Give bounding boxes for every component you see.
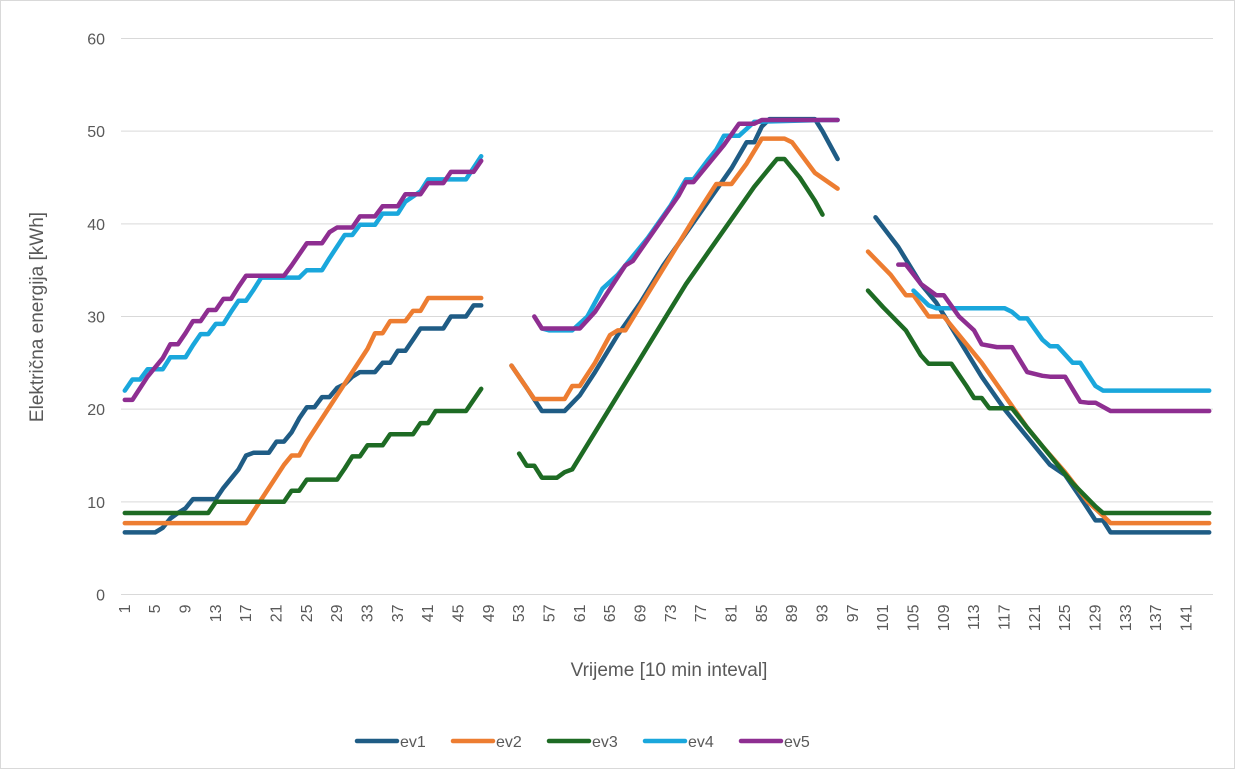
x-tick-label: 125	[1057, 604, 1074, 631]
x-tick-label: 1	[117, 604, 134, 613]
legend-label: ev4	[688, 734, 714, 751]
x-tick-label: 93	[814, 604, 831, 622]
y-tick-label: 30	[87, 310, 105, 327]
x-tick-label: 41	[420, 604, 437, 622]
x-axis-title: Vrijeme [10 min inteval]	[571, 660, 768, 681]
y-axis-ticks: 0 10 20 30 40 50 60	[87, 32, 105, 605]
x-tick-label: 133	[1118, 604, 1135, 631]
x-tick-label: 57	[541, 604, 558, 622]
series-line-ev5	[896, 262, 1212, 414]
x-tick-label: 73	[663, 604, 680, 622]
y-tick-label: 60	[87, 32, 105, 49]
series-ev1	[122, 116, 1212, 535]
x-tick-label: 85	[754, 604, 771, 622]
x-tick-label: 141	[1178, 604, 1195, 631]
x-tick-label: 45	[450, 604, 467, 622]
series-ev2	[122, 136, 1212, 526]
series-line-ev2	[509, 136, 840, 402]
x-tick-label: 121	[1027, 604, 1044, 631]
legend-item-ev1: ev1	[354, 734, 426, 751]
x-tick-label: 37	[390, 604, 407, 622]
series-ev4	[122, 117, 1212, 393]
x-tick-label: 13	[208, 604, 225, 622]
x-tick-label: 109	[936, 604, 953, 631]
series-line-ev3	[865, 288, 1212, 516]
x-tick-label: 53	[511, 604, 528, 622]
x-tick-label: 117	[996, 604, 1013, 630]
series-line-ev4	[122, 153, 484, 393]
series-line-ev3	[516, 156, 825, 480]
legend-label: ev5	[784, 734, 810, 751]
x-tick-label: 137	[1148, 604, 1165, 631]
y-tick-label: 0	[96, 588, 105, 605]
legend-label: ev3	[592, 734, 618, 751]
x-tick-label: 81	[723, 604, 740, 622]
x-tick-label: 101	[875, 604, 892, 631]
x-tick-label: 65	[602, 604, 619, 622]
legend-item-ev5: ev5	[738, 734, 810, 751]
x-tick-label: 25	[299, 604, 316, 622]
y-tick-label: 10	[87, 495, 105, 512]
series-line-ev2	[865, 249, 1212, 526]
series-ev5	[122, 117, 1212, 414]
series-line-ev5	[532, 117, 840, 331]
legend: ev1 ev2 ev3 ev4 ev5	[354, 734, 810, 751]
x-tick-label: 5	[147, 604, 164, 613]
x-tick-label: 89	[784, 604, 801, 622]
x-tick-label: 33	[359, 604, 376, 622]
x-axis-ticks: 1 5 9 13 17 21 25 29 33 37 41 45 49 53 57 61 65 69 73 77 81 8…	[117, 604, 1196, 631]
series-ev3	[122, 156, 1212, 516]
series-line-ev4	[911, 288, 1212, 393]
x-tick-label: 113	[966, 604, 983, 630]
x-tick-label: 49	[481, 604, 498, 622]
y-tick-label: 40	[87, 217, 105, 234]
x-tick-label: 9	[177, 604, 194, 613]
y-tick-label: 20	[87, 402, 105, 419]
x-tick-label: 97	[845, 604, 862, 622]
x-tick-label: 69	[632, 604, 649, 622]
x-tick-label: 77	[693, 604, 710, 622]
x-tick-label: 61	[572, 604, 589, 622]
y-tick-label: 50	[87, 124, 105, 141]
legend-label: ev1	[400, 734, 426, 751]
x-tick-label: 105	[905, 604, 922, 631]
x-tick-label: 17	[238, 604, 255, 622]
series-line-ev2	[122, 295, 484, 526]
series-line-ev1	[122, 303, 484, 535]
x-tick-label: 29	[329, 604, 346, 622]
x-tick-label: 129	[1087, 604, 1104, 631]
legend-item-ev4: ev4	[642, 734, 714, 751]
legend-item-ev2: ev2	[450, 734, 522, 751]
legend-label: ev2	[496, 734, 522, 751]
legend-item-ev3: ev3	[546, 734, 618, 751]
y-axis-title: Električna energija [kWh]	[27, 212, 48, 422]
x-tick-label: 21	[268, 604, 285, 622]
series-line-ev5	[122, 158, 484, 403]
series-lines	[122, 116, 1212, 535]
series-line-ev3	[122, 386, 484, 516]
